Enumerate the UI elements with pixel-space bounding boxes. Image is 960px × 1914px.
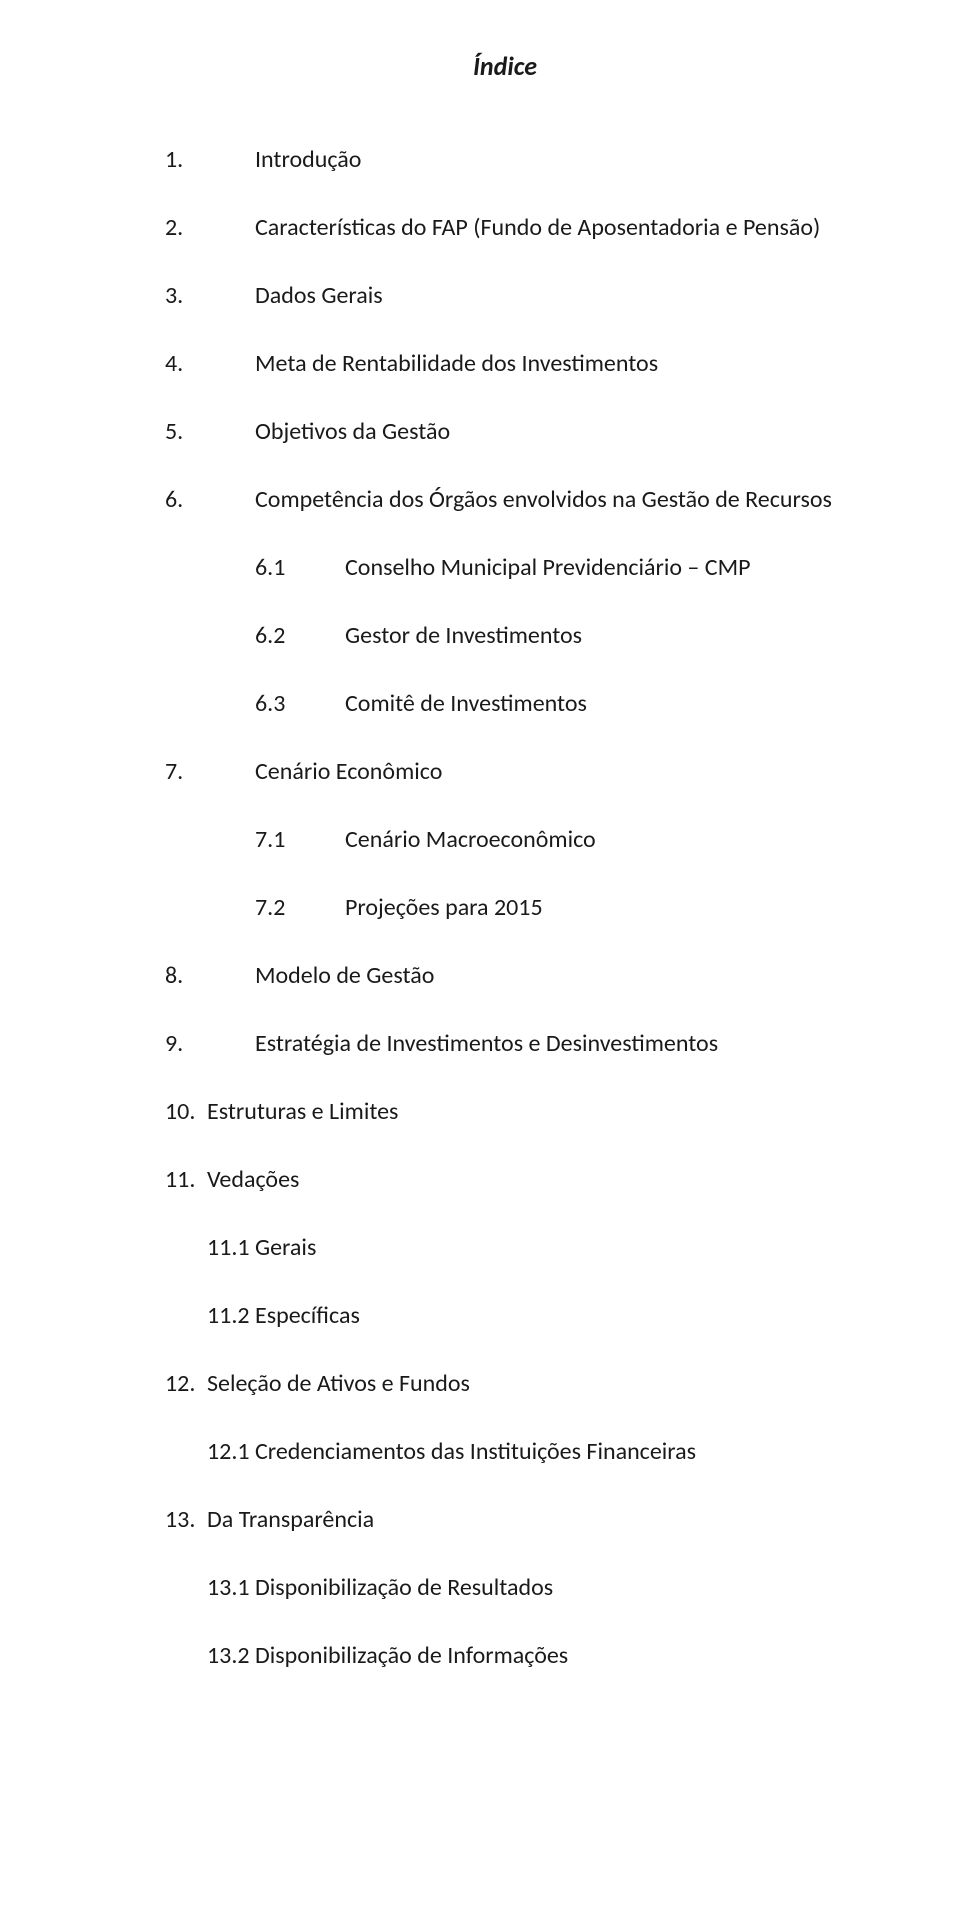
toc-subtext: 11.2 Específicas: [207, 1298, 845, 1334]
toc-subtext: Conselho Municipal Previdenciário – CMP: [345, 550, 845, 586]
toc-num: 12.: [165, 1366, 207, 1402]
toc-subtext: Gestor de Investimentos: [345, 618, 845, 654]
toc-text: Seleção de Ativos e Fundos: [207, 1366, 845, 1402]
toc-text: Meta de Rentabilidade dos Investimentos: [255, 346, 845, 382]
toc-num: 6.: [165, 482, 255, 518]
toc-num: 10.: [165, 1094, 207, 1130]
toc-subitem-13-1: 13.1 Disponibilização de Resultados: [165, 1570, 845, 1606]
toc-subitem-7-1: 7.1 Cenário Macroeconômico: [165, 822, 845, 858]
toc-num: 2.: [165, 210, 255, 246]
toc-item-4: 4. Meta de Rentabilidade dos Investiment…: [165, 346, 845, 382]
toc-subnum: 7.2: [255, 890, 345, 926]
toc-item-9: 9. Estratégia de Investimentos e Desinve…: [165, 1026, 845, 1062]
toc-subitem-11-1: 11.1 Gerais: [165, 1230, 845, 1266]
toc-subnum: 6.1: [255, 550, 345, 586]
toc-subnum: 6.2: [255, 618, 345, 654]
toc-subnum: 7.1: [255, 822, 345, 858]
toc-num: 5.: [165, 414, 255, 450]
toc-subitem-13-2: 13.2 Disponibilização de Informações: [165, 1638, 845, 1674]
toc-subitem-6-1: 6.1 Conselho Municipal Previdenciário – …: [165, 550, 845, 586]
toc-text: Modelo de Gestão: [255, 958, 845, 994]
toc-subnum: 6.3: [255, 686, 345, 722]
toc-text: Dados Gerais: [255, 278, 845, 314]
toc-item-11: 11. Vedações: [165, 1162, 845, 1198]
toc-num: 9.: [165, 1026, 255, 1062]
toc-subtext: 13.1 Disponibilização de Resultados: [207, 1570, 845, 1606]
toc-subtext: 11.1 Gerais: [207, 1230, 845, 1266]
toc-item-2: 2. Características do FAP (Fundo de Apos…: [165, 210, 845, 246]
toc-text: Introdução: [255, 142, 845, 178]
toc-subtext: Projeções para 2015: [345, 890, 845, 926]
toc-text: Estruturas e Limites: [207, 1094, 845, 1130]
toc-num: 11.: [165, 1162, 207, 1198]
toc-num: 7.: [165, 754, 255, 790]
toc-num: 13.: [165, 1502, 207, 1538]
toc-text: Cenário Econômico: [255, 754, 845, 790]
toc-item-10: 10. Estruturas e Limites: [165, 1094, 845, 1130]
page-title: Índice: [165, 50, 845, 82]
toc-subtext: Cenário Macroeconômico: [345, 822, 845, 858]
toc-text: Da Transparência: [207, 1502, 845, 1538]
toc-text: Estratégia de Investimentos e Desinvesti…: [255, 1026, 845, 1062]
toc-text: Competência dos Órgãos envolvidos na Ges…: [255, 482, 845, 518]
toc-subitem-6-3: 6.3 Comitê de Investimentos: [165, 686, 845, 722]
toc-num: 3.: [165, 278, 255, 314]
toc-num: 4.: [165, 346, 255, 382]
toc-text: Características do FAP (Fundo de Aposent…: [255, 210, 845, 246]
toc-subtext: 13.2 Disponibilização de Informações: [207, 1638, 845, 1674]
toc-item-1: 1. Introdução: [165, 142, 845, 178]
toc-subtext: Comitê de Investimentos: [345, 686, 845, 722]
toc-item-6: 6. Competência dos Órgãos envolvidos na …: [165, 482, 845, 518]
toc-item-7: 7. Cenário Econômico: [165, 754, 845, 790]
toc-item-8: 8. Modelo de Gestão: [165, 958, 845, 994]
toc-item-3: 3. Dados Gerais: [165, 278, 845, 314]
toc-item-5: 5. Objetivos da Gestão: [165, 414, 845, 450]
toc-num: 8.: [165, 958, 255, 994]
toc-subitem-11-2: 11.2 Específicas: [165, 1298, 845, 1334]
table-of-contents: 1. Introdução 2. Características do FAP …: [165, 142, 845, 1674]
toc-item-12: 12. Seleção de Ativos e Fundos: [165, 1366, 845, 1402]
toc-subitem-6-2: 6.2 Gestor de Investimentos: [165, 618, 845, 654]
toc-subitem-12-1: 12.1 Credenciamentos das Instituições Fi…: [165, 1434, 845, 1470]
toc-subtext: 12.1 Credenciamentos das Instituições Fi…: [207, 1434, 845, 1470]
toc-subitem-7-2: 7.2 Projeções para 2015: [165, 890, 845, 926]
toc-text: Vedações: [207, 1162, 845, 1198]
toc-text: Objetivos da Gestão: [255, 414, 845, 450]
toc-num: 1.: [165, 142, 255, 178]
toc-item-13: 13. Da Transparência: [165, 1502, 845, 1538]
